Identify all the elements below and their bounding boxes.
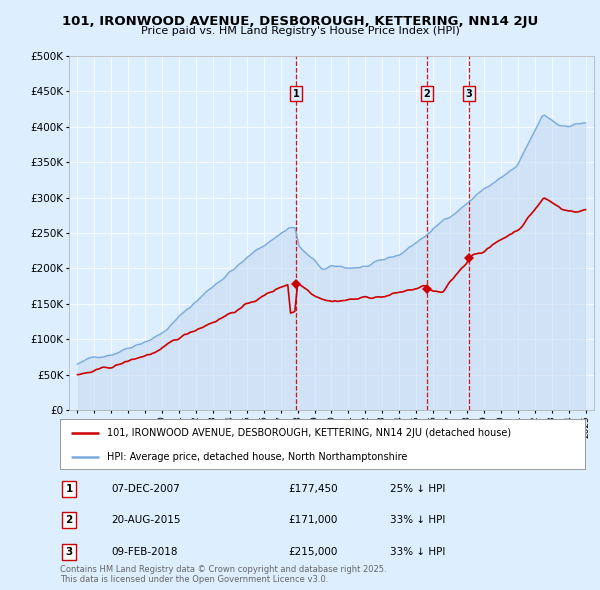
- Text: 3: 3: [466, 88, 472, 99]
- Text: 33% ↓ HPI: 33% ↓ HPI: [390, 516, 445, 525]
- Text: 101, IRONWOOD AVENUE, DESBOROUGH, KETTERING, NN14 2JU (detached house): 101, IRONWOOD AVENUE, DESBOROUGH, KETTER…: [107, 428, 511, 438]
- Text: Price paid vs. HM Land Registry's House Price Index (HPI): Price paid vs. HM Land Registry's House …: [140, 26, 460, 36]
- Text: 101, IRONWOOD AVENUE, DESBOROUGH, KETTERING, NN14 2JU: 101, IRONWOOD AVENUE, DESBOROUGH, KETTER…: [62, 15, 538, 28]
- Text: 2: 2: [424, 88, 430, 99]
- Text: Contains HM Land Registry data © Crown copyright and database right 2025.
This d: Contains HM Land Registry data © Crown c…: [60, 565, 386, 584]
- Text: 20-AUG-2015: 20-AUG-2015: [111, 516, 181, 525]
- Text: 1: 1: [293, 88, 299, 99]
- Text: £177,450: £177,450: [288, 484, 338, 494]
- Text: 07-DEC-2007: 07-DEC-2007: [111, 484, 180, 494]
- Text: HPI: Average price, detached house, North Northamptonshire: HPI: Average price, detached house, Nort…: [107, 451, 407, 461]
- Text: 2: 2: [65, 516, 73, 525]
- Text: 09-FEB-2018: 09-FEB-2018: [111, 547, 178, 556]
- Text: £171,000: £171,000: [288, 516, 337, 525]
- Text: 33% ↓ HPI: 33% ↓ HPI: [390, 547, 445, 556]
- Text: 1: 1: [65, 484, 73, 494]
- Text: 3: 3: [65, 547, 73, 556]
- Text: £215,000: £215,000: [288, 547, 337, 556]
- Text: 25% ↓ HPI: 25% ↓ HPI: [390, 484, 445, 494]
